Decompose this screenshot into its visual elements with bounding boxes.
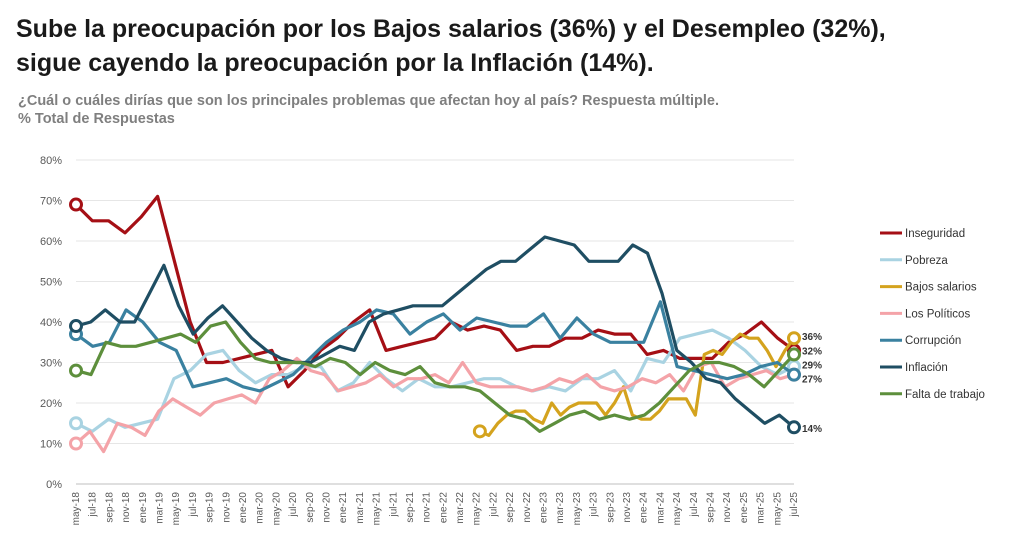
- series-line-falta-de-trabajo: [74, 320, 796, 433]
- x-tick-label: ene-21: [338, 492, 349, 524]
- x-tick-label: sep-23: [605, 492, 616, 523]
- series-line-pobreza: [74, 328, 796, 433]
- series-start-marker-falta-de-trabajo: [69, 363, 83, 378]
- y-tick-label: 60%: [40, 236, 62, 248]
- x-tick-label: jul-24: [689, 492, 700, 518]
- x-tick-label: may-19: [171, 492, 182, 526]
- y-tick-label: 70%: [40, 196, 62, 208]
- series-start-marker-bajos-salarios: [472, 424, 487, 439]
- y-tick-label: 20%: [40, 398, 62, 410]
- x-tick-label: nov-24: [722, 492, 733, 523]
- x-tick-label: ene-20: [238, 492, 249, 524]
- x-tick-label: jul-25: [789, 492, 800, 518]
- x-tick-label: ene-22: [438, 492, 449, 524]
- y-tick-label: 10%: [40, 439, 62, 451]
- x-tick-label: ene-19: [138, 492, 149, 524]
- x-tick-label: sep-19: [205, 492, 216, 523]
- x-tick-label: ene-24: [639, 492, 650, 524]
- series-start-marker-inseguridad: [69, 197, 83, 212]
- x-tick-label: nov-21: [422, 492, 433, 523]
- x-tick-label: mar-24: [655, 492, 666, 524]
- x-tick-label: may-24: [672, 492, 683, 526]
- series-end-marker-corrupci-n: [787, 367, 801, 382]
- x-tick-label: jul-20: [288, 492, 299, 518]
- series-end-marker-bajos-salarios: [787, 331, 801, 346]
- x-tick-label: nov-19: [221, 492, 232, 523]
- series-line-los-pol-ticos: [74, 356, 796, 454]
- legend-label: Inflación: [905, 362, 948, 374]
- y-tick-label: 40%: [40, 317, 62, 329]
- x-tick-label: sep-21: [405, 492, 416, 523]
- legend-label: Bajos salarios: [905, 282, 977, 294]
- series-start-marker-inflaci-n: [69, 319, 83, 334]
- x-tick-label: ene-25: [739, 492, 750, 524]
- legend-label: Los Políticos: [905, 308, 970, 320]
- series-end-marker-falta-de-trabajo: [787, 347, 801, 362]
- x-tick-label: jul-21: [388, 492, 399, 518]
- x-tick-label: mar-20: [255, 492, 266, 524]
- x-tick-label: sep-24: [706, 492, 717, 523]
- y-tick-label: 80%: [40, 155, 62, 167]
- legend-label: Inseguridad: [905, 228, 965, 240]
- x-tick-label: mar-19: [154, 492, 165, 524]
- x-tick-label: ene-23: [539, 492, 550, 524]
- x-tick-label: may-22: [472, 492, 483, 526]
- end-value-label: 32%: [802, 346, 822, 357]
- subtitle-question: ¿Cuál o cuáles dirías que son los princi…: [18, 93, 720, 109]
- legend-label: Falta de trabajo: [905, 389, 985, 401]
- title-line-1: Sube la preocupación por los Bajos salar…: [16, 15, 886, 43]
- x-tick-label: may-25: [772, 492, 783, 526]
- chart-title: Sube la preocupación por los Bajos salar…: [16, 12, 1001, 80]
- subtitle-measure: % Total de Respuestas: [18, 111, 175, 127]
- series-line-inflaci-n: [74, 235, 796, 429]
- end-value-label: 14%: [802, 424, 822, 435]
- title-line-2: sigue cayendo la preocupación por la Inf…: [16, 49, 654, 77]
- series-end-marker-inflaci-n: [787, 420, 801, 435]
- y-tick-label: 30%: [40, 358, 62, 370]
- legend-label: Pobreza: [905, 255, 948, 267]
- x-tick-label: mar-22: [455, 492, 466, 524]
- x-tick-label: jul-22: [488, 492, 499, 518]
- x-tick-label: may-23: [572, 492, 583, 526]
- series-start-marker-los-pol-ticos: [69, 436, 83, 451]
- x-tick-label: mar-23: [555, 492, 566, 524]
- legend-label: Corrupción: [905, 335, 961, 347]
- series-line-corrupci-n: [74, 300, 796, 393]
- x-tick-label: nov-22: [522, 492, 533, 523]
- x-tick-label: mar-25: [756, 492, 767, 524]
- series-start-marker-pobreza: [69, 416, 83, 431]
- x-tick-label: jul-19: [188, 492, 199, 518]
- end-value-label: 36%: [802, 332, 822, 343]
- x-tick-label: sep-20: [305, 492, 316, 523]
- x-tick-label: nov-20: [321, 492, 332, 523]
- x-tick-label: may-21: [372, 492, 383, 526]
- x-tick-label: nov-23: [622, 492, 633, 523]
- x-tick-label: nov-18: [121, 492, 132, 523]
- x-tick-label: jul-18: [88, 492, 99, 518]
- x-tick-label: mar-21: [355, 492, 366, 524]
- end-value-label: 29%: [802, 361, 822, 372]
- x-tick-label: may-18: [71, 492, 82, 526]
- x-tick-label: jul-23: [589, 492, 600, 518]
- y-tick-label: 0%: [46, 479, 62, 491]
- y-tick-label: 50%: [40, 277, 62, 289]
- end-value-label: 27%: [802, 375, 822, 386]
- x-tick-label: may-20: [271, 492, 282, 526]
- x-tick-label: sep-18: [104, 492, 115, 523]
- x-tick-label: sep-22: [505, 492, 516, 523]
- chart-subtitle: ¿Cuál o cuáles dirías que son los princi…: [18, 92, 978, 128]
